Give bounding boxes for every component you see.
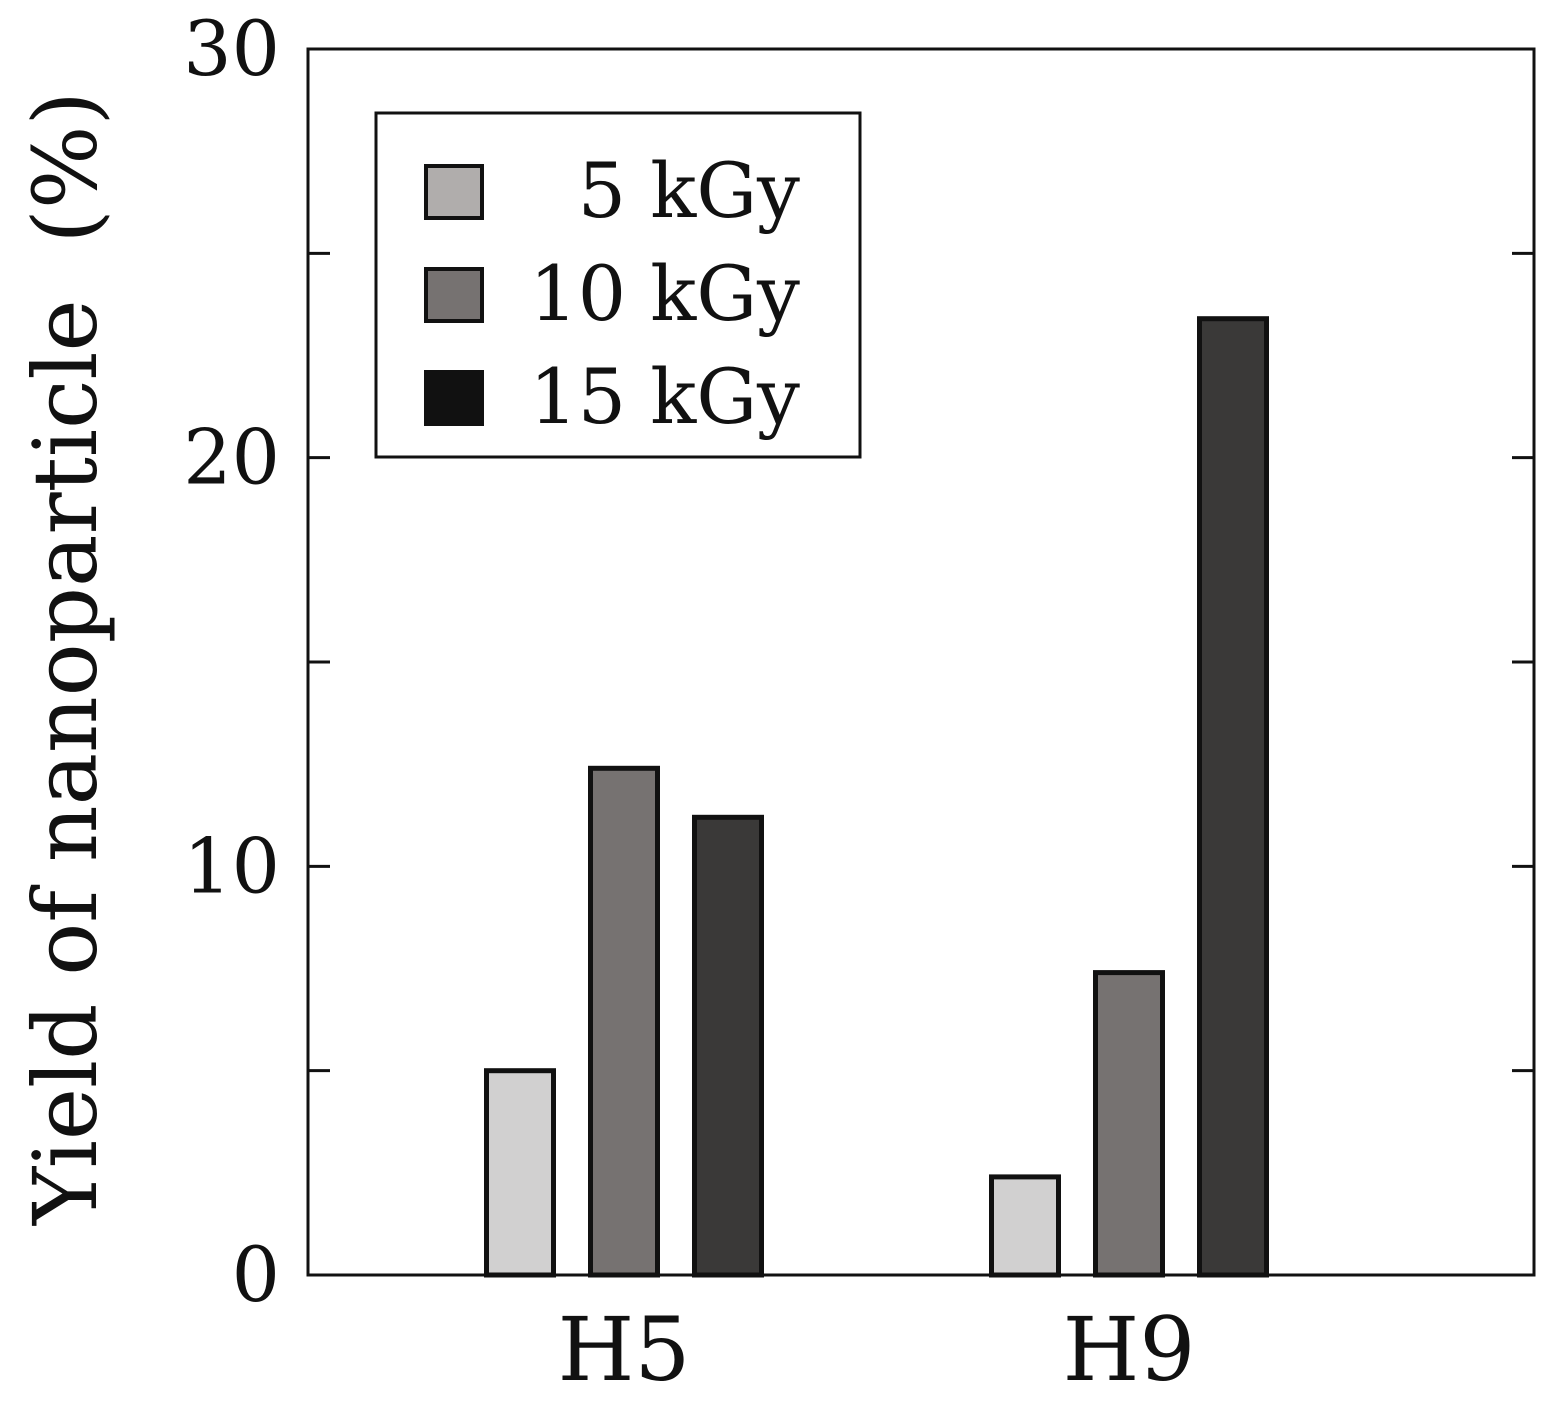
bar-h9-series-3 bbox=[1197, 316, 1269, 1278]
bar-h5-series-2 bbox=[588, 765, 660, 1278]
legend-swatch bbox=[424, 267, 484, 323]
y-tick-label: 30 bbox=[183, 4, 280, 93]
legend-label: 10 kGy bbox=[529, 249, 800, 338]
y-tick-label: 10 bbox=[183, 821, 280, 910]
y-tick-label: 20 bbox=[183, 413, 280, 502]
y-tick-label: 0 bbox=[232, 1230, 280, 1319]
bars bbox=[484, 316, 1269, 1278]
legend: 5 kGy 10 kGy 15 kGy bbox=[374, 111, 862, 459]
bar-h5-series-3 bbox=[692, 814, 764, 1278]
x-tick-label: H9 bbox=[1063, 1298, 1196, 1401]
x-tick-label: H5 bbox=[558, 1298, 691, 1401]
y-axis-label: Yield of nanoparticle (%) bbox=[14, 91, 117, 1226]
legend-label: 5 kGy bbox=[578, 146, 800, 235]
legend-swatch bbox=[424, 370, 484, 426]
legend-swatch bbox=[424, 164, 484, 220]
bar-h5-series-1 bbox=[484, 1068, 556, 1278]
bar-h9-series-1 bbox=[989, 1174, 1061, 1278]
bar-h9-series-2 bbox=[1093, 970, 1165, 1278]
y-axis-tick-labels: 0 10 20 30 bbox=[183, 4, 280, 1319]
legend-label: 15 kGy bbox=[529, 352, 800, 441]
x-axis-tick-labels: H5 H9 bbox=[558, 1298, 1196, 1401]
axis-ticks bbox=[308, 251, 1534, 1073]
